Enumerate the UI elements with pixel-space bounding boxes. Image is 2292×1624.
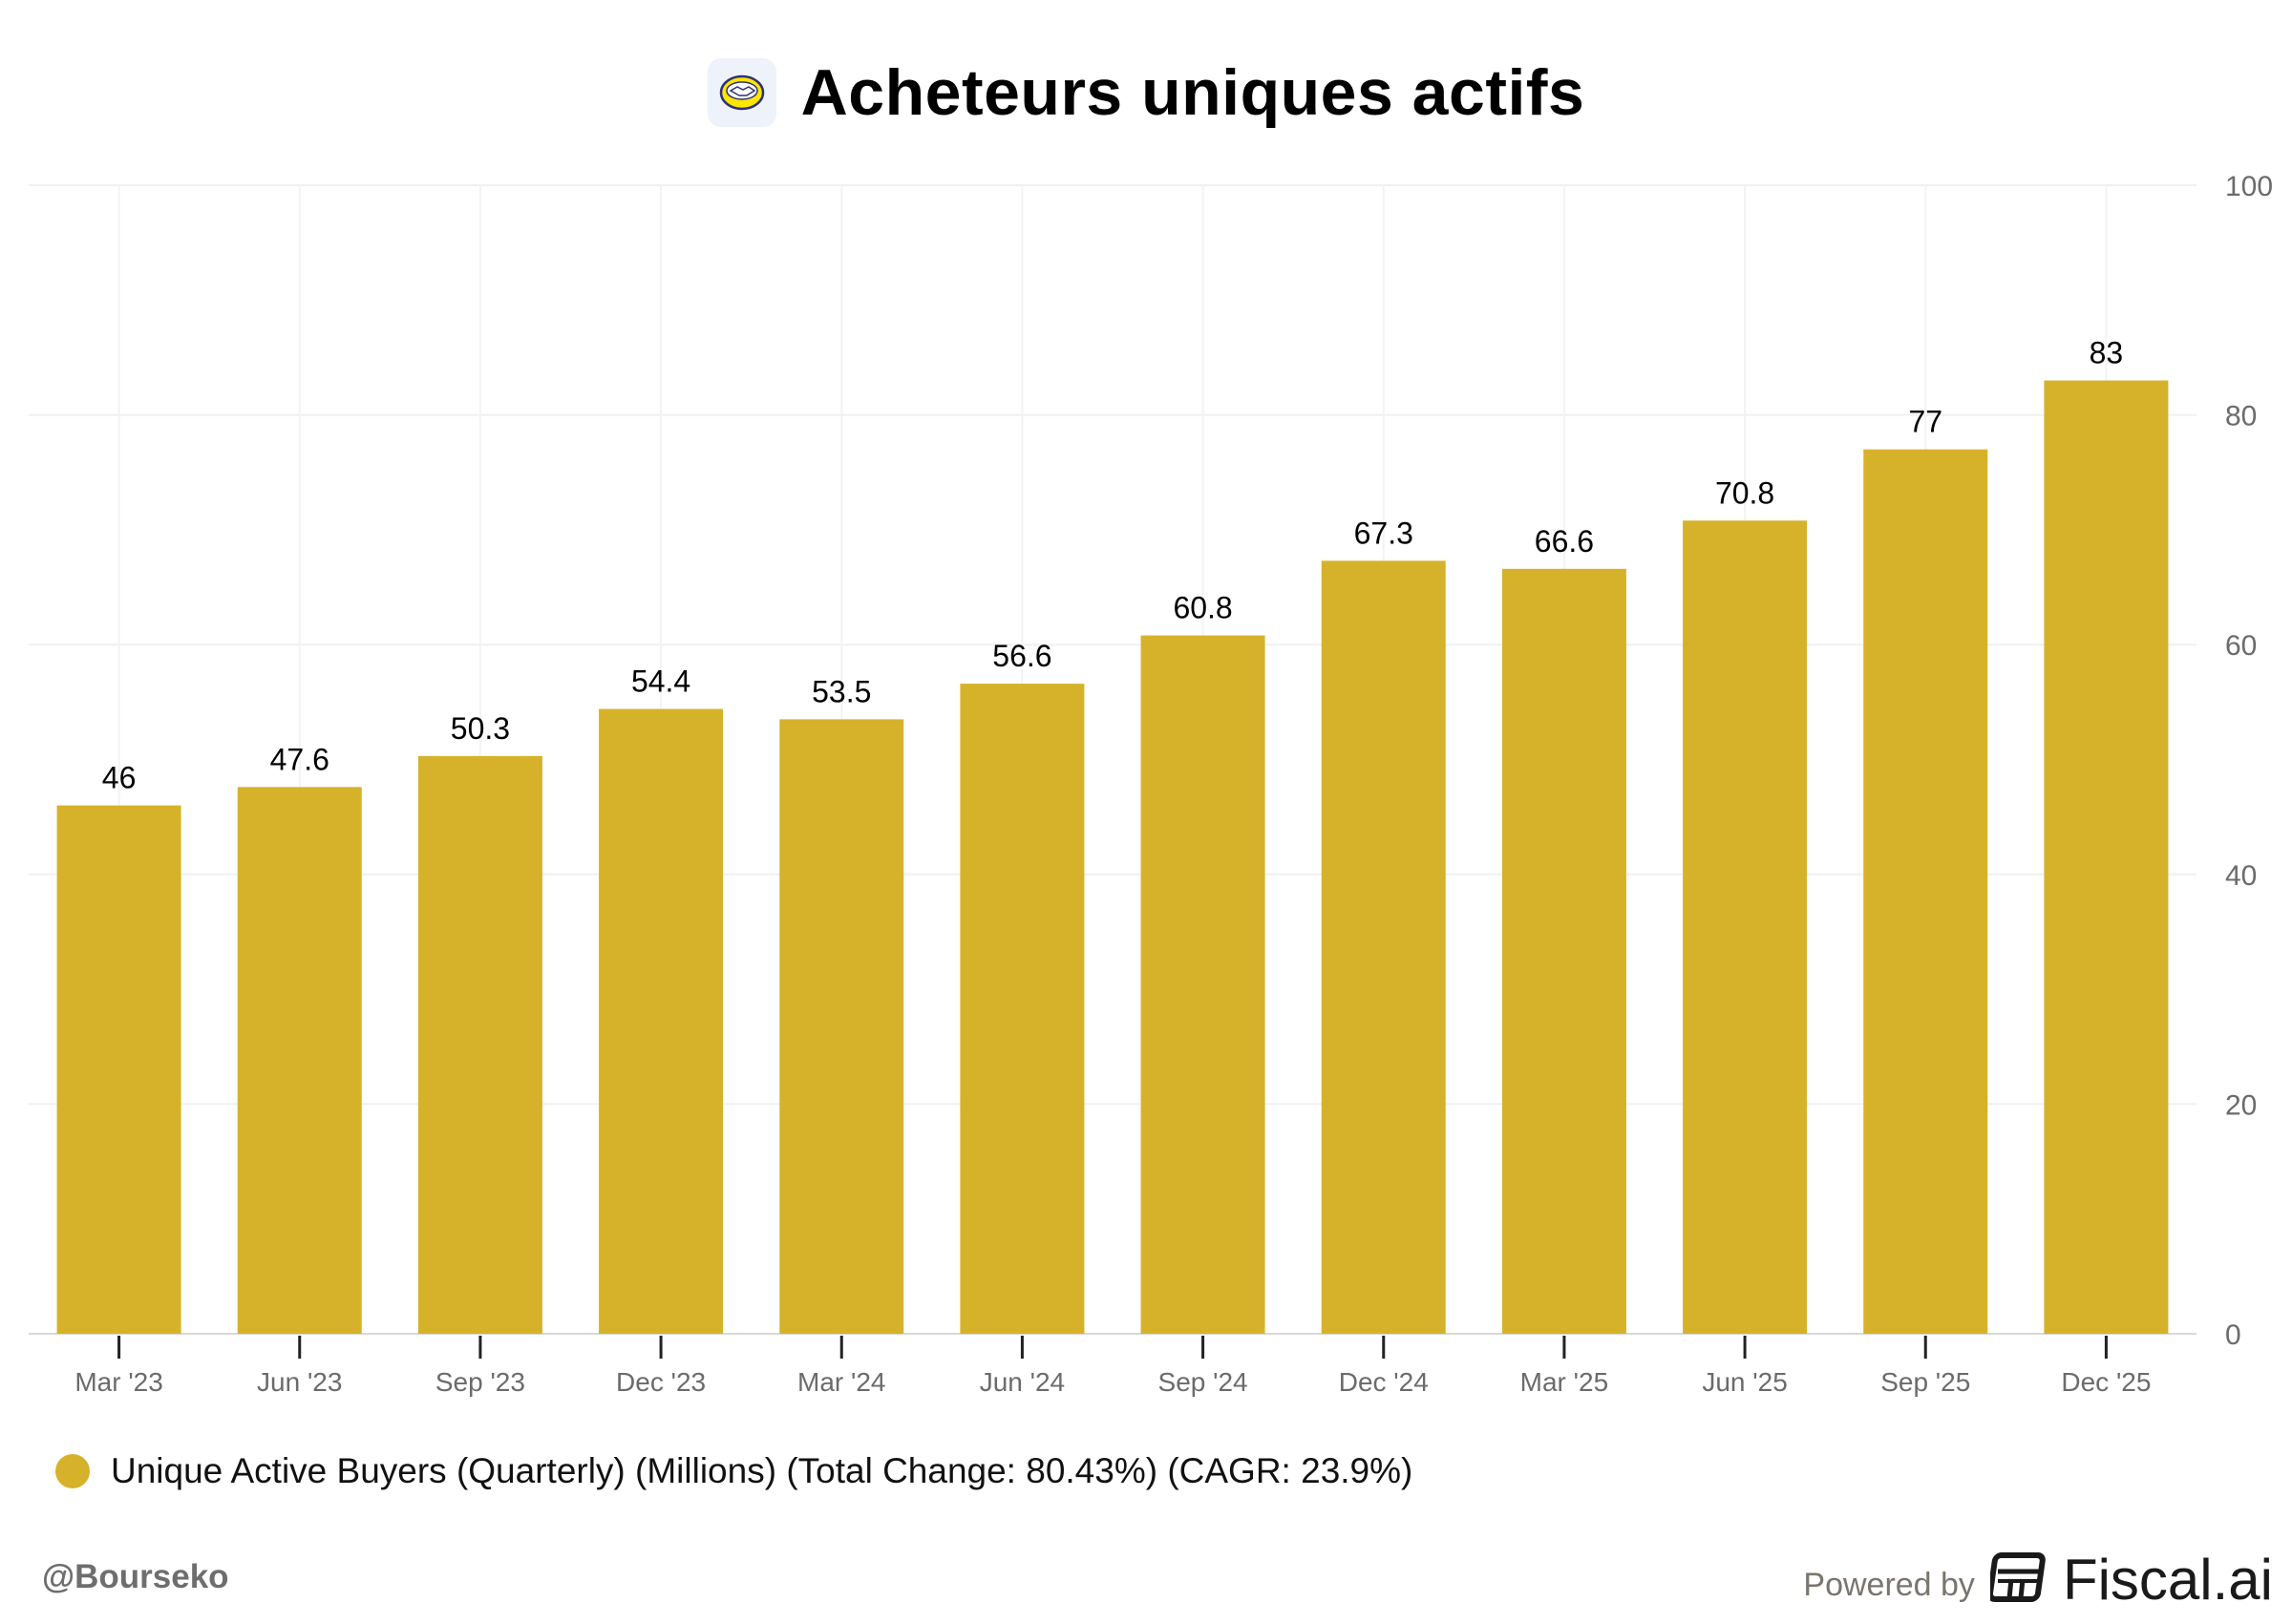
x-tick-label: Jun '25 bbox=[1702, 1367, 1787, 1397]
bar bbox=[960, 684, 1085, 1334]
bar bbox=[56, 805, 181, 1334]
chart-header: Acheteurs uniques actifs bbox=[0, 55, 2292, 130]
data-label: 67.3 bbox=[1354, 516, 1413, 550]
fiscal-logo-icon bbox=[1986, 1552, 2048, 1607]
data-label: 56.6 bbox=[992, 639, 1051, 673]
x-tick-label: Dec '23 bbox=[616, 1367, 706, 1397]
data-label: 60.8 bbox=[1173, 591, 1232, 625]
x-tick-label: Mar '25 bbox=[1520, 1367, 1609, 1397]
legend-swatch bbox=[55, 1454, 90, 1488]
bar bbox=[1683, 520, 1808, 1334]
x-tick-label: Mar '23 bbox=[74, 1367, 163, 1397]
handshake-logo-icon bbox=[707, 58, 776, 127]
x-tick-label: Jun '23 bbox=[257, 1367, 342, 1397]
bar bbox=[599, 708, 724, 1334]
data-label: 83 bbox=[2090, 336, 2124, 370]
bar bbox=[237, 787, 362, 1334]
powered-by: Powered by Fiscal.ai bbox=[1803, 1547, 2273, 1613]
x-tick-label: Mar '24 bbox=[797, 1367, 886, 1397]
data-label: 53.5 bbox=[812, 674, 871, 708]
legend-label: Unique Active Buyers (Quarterly) (Millio… bbox=[111, 1451, 1413, 1490]
data-label: 50.3 bbox=[451, 711, 510, 746]
x-tick-label: Dec '24 bbox=[1339, 1367, 1429, 1397]
y-tick-label: 80 bbox=[2225, 401, 2257, 432]
bar bbox=[1863, 449, 1988, 1334]
y-tick-label: 40 bbox=[2225, 860, 2257, 892]
bar bbox=[1321, 560, 1446, 1334]
data-label: 70.8 bbox=[1715, 475, 1774, 510]
x-tick-label: Sep '25 bbox=[1880, 1367, 1970, 1397]
data-label: 66.6 bbox=[1535, 524, 1594, 559]
x-tick-label: Sep '23 bbox=[435, 1367, 525, 1397]
data-label: 54.4 bbox=[631, 664, 690, 699]
powered-by-text: Powered by bbox=[1803, 1567, 1975, 1603]
bar bbox=[417, 755, 542, 1334]
x-tick-label: Sep '24 bbox=[1158, 1367, 1248, 1397]
data-label: 47.6 bbox=[270, 742, 329, 776]
data-label: 77 bbox=[1908, 405, 1942, 439]
bar bbox=[2044, 380, 2169, 1334]
y-tick-label: 100 bbox=[2225, 171, 2273, 202]
x-tick-label: Dec '25 bbox=[2061, 1367, 2151, 1397]
bar bbox=[1140, 635, 1265, 1334]
author-handle: @Bourseko bbox=[42, 1558, 229, 1595]
y-tick-label: 0 bbox=[2225, 1319, 2241, 1351]
data-label: 46 bbox=[102, 761, 137, 795]
x-tick-label: Jun '24 bbox=[980, 1367, 1065, 1397]
y-tick-label: 60 bbox=[2225, 630, 2257, 662]
bar bbox=[1501, 568, 1626, 1334]
y-tick-label: 20 bbox=[2225, 1089, 2257, 1121]
brand-name: Fiscal.ai bbox=[2062, 1548, 2273, 1612]
chart-title: Acheteurs uniques actifs bbox=[800, 56, 1585, 129]
bar bbox=[779, 719, 904, 1334]
legend[interactable]: Unique Active Buyers (Quarterly) (Millio… bbox=[55, 1451, 1412, 1491]
